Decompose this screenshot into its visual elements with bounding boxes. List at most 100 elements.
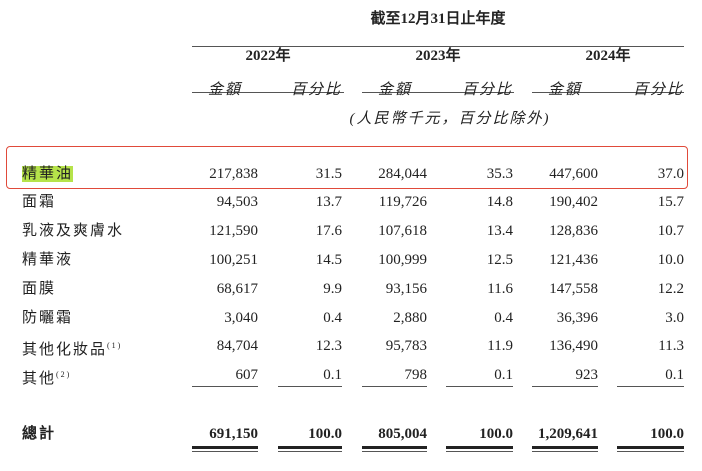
percent-column-header: 百分比: [461, 82, 513, 98]
percent-cell: 15.7: [657, 194, 684, 210]
percent-cell: 13.7: [315, 194, 342, 210]
subtotal-underline: [532, 386, 598, 387]
amount-column-header: 金額: [207, 82, 242, 98]
percent-column-header: 百分比: [632, 82, 684, 98]
amount-cell: 805,004: [378, 426, 427, 442]
amount-cell: 121,436: [549, 252, 598, 268]
amount-cell: 95,783: [385, 338, 427, 354]
year-header: 2022年: [245, 48, 291, 64]
percent-cell: 11.3: [658, 338, 684, 354]
amount-cell: 190,402: [549, 194, 598, 210]
amount-cell: 36,396: [556, 310, 598, 326]
amount-cell: 100,999: [378, 252, 427, 268]
footnote-marker: (1): [107, 341, 123, 350]
amount-cell: 3,040: [224, 310, 258, 326]
row-label: 總計: [22, 425, 56, 443]
period-header: 截至12月31日止年度: [370, 11, 506, 27]
amount-column-header: 金額: [547, 82, 582, 98]
amount-cell: 923: [575, 367, 599, 383]
percent-cell: 37.0: [657, 166, 684, 182]
double-underline: [192, 451, 258, 452]
amount-cell: 447,600: [549, 166, 598, 182]
row-label: 其他(2): [22, 366, 71, 388]
double-underline: [278, 446, 342, 449]
amount-cell: 284,044: [378, 166, 427, 182]
amount-cell: 93,156: [385, 281, 427, 297]
percent-cell: 12.2: [657, 281, 684, 297]
row-label: 其他化妝品(1): [22, 337, 122, 359]
percent-cell: 10.7: [657, 223, 684, 239]
double-underline: [446, 451, 513, 452]
amount-cell: 136,490: [549, 338, 598, 354]
percent-cell: 9.9: [323, 281, 342, 297]
percent-column-header: 百分比: [290, 82, 342, 98]
double-underline: [532, 451, 598, 452]
row-label: 面膜: [22, 280, 56, 298]
percent-cell: 0.1: [665, 367, 684, 383]
double-underline: [362, 451, 427, 452]
row-label-text: 其他化妝品: [22, 342, 108, 358]
highlight-box: [6, 146, 688, 189]
row-label-text: 總計: [22, 426, 57, 442]
footnote-marker: (2): [56, 370, 72, 379]
amount-cell: 84,704: [216, 338, 258, 354]
amount-cell: 217,838: [209, 166, 258, 182]
row-label-text: 其他: [22, 371, 57, 387]
amount-cell: 68,617: [216, 281, 258, 297]
percent-cell: 100.0: [479, 426, 513, 442]
divider: [192, 46, 684, 47]
row-label: 精華液: [22, 251, 73, 269]
divider: [362, 92, 514, 93]
amount-cell: 107,618: [378, 223, 427, 239]
divider: [192, 92, 344, 93]
amount-cell: 2,880: [393, 310, 427, 326]
year-header: 2023年: [415, 48, 461, 64]
percent-cell: 12.3: [315, 338, 342, 354]
amount-column-header: 金額: [377, 82, 412, 98]
percent-cell: 0.1: [323, 367, 342, 383]
subtotal-underline: [617, 386, 684, 387]
row-label: 防曬霜: [22, 309, 73, 327]
double-underline: [617, 446, 684, 449]
amount-cell: 147,558: [549, 281, 598, 297]
percent-cell: 11.9: [487, 338, 513, 354]
percent-cell: 35.3: [486, 166, 513, 182]
row-label-text: 精華油: [22, 166, 74, 182]
amount-cell: 691,150: [209, 426, 258, 442]
percent-cell: 13.4: [486, 223, 513, 239]
double-underline: [192, 446, 258, 449]
row-label: 精華油: [22, 165, 74, 183]
amount-cell: 607: [235, 367, 259, 383]
percent-cell: 17.6: [315, 223, 342, 239]
amount-cell: 798: [404, 367, 428, 383]
subtotal-underline: [446, 386, 513, 387]
double-underline: [362, 446, 427, 449]
subtotal-underline: [362, 386, 427, 387]
percent-cell: 10.0: [657, 252, 684, 268]
amount-cell: 100,251: [209, 252, 258, 268]
percent-cell: 0.1: [494, 367, 513, 383]
subtotal-underline: [192, 386, 258, 387]
row-label: 面霜: [22, 193, 56, 211]
amount-cell: 128,836: [549, 223, 598, 239]
percent-cell: 100.0: [650, 426, 684, 442]
subtotal-underline: [278, 386, 342, 387]
percent-cell: 100.0: [308, 426, 342, 442]
percent-cell: 3.0: [665, 310, 684, 326]
row-label-text: 精華液: [22, 252, 74, 268]
amount-cell: 94,503: [216, 194, 258, 210]
double-underline: [278, 451, 342, 452]
double-underline: [617, 451, 684, 452]
amount-cell: 1,209,641: [538, 426, 598, 442]
double-underline: [532, 446, 598, 449]
row-label-text: 面霜: [22, 194, 57, 210]
divider: [532, 92, 684, 93]
percent-cell: 12.5: [486, 252, 513, 268]
amount-cell: 119,726: [378, 194, 427, 210]
amount-cell: 121,590: [209, 223, 258, 239]
double-underline: [446, 446, 513, 449]
row-label-text: 面膜: [22, 281, 57, 297]
row-label-text: 乳液及爽膚水: [22, 223, 125, 239]
percent-cell: 14.8: [486, 194, 513, 210]
